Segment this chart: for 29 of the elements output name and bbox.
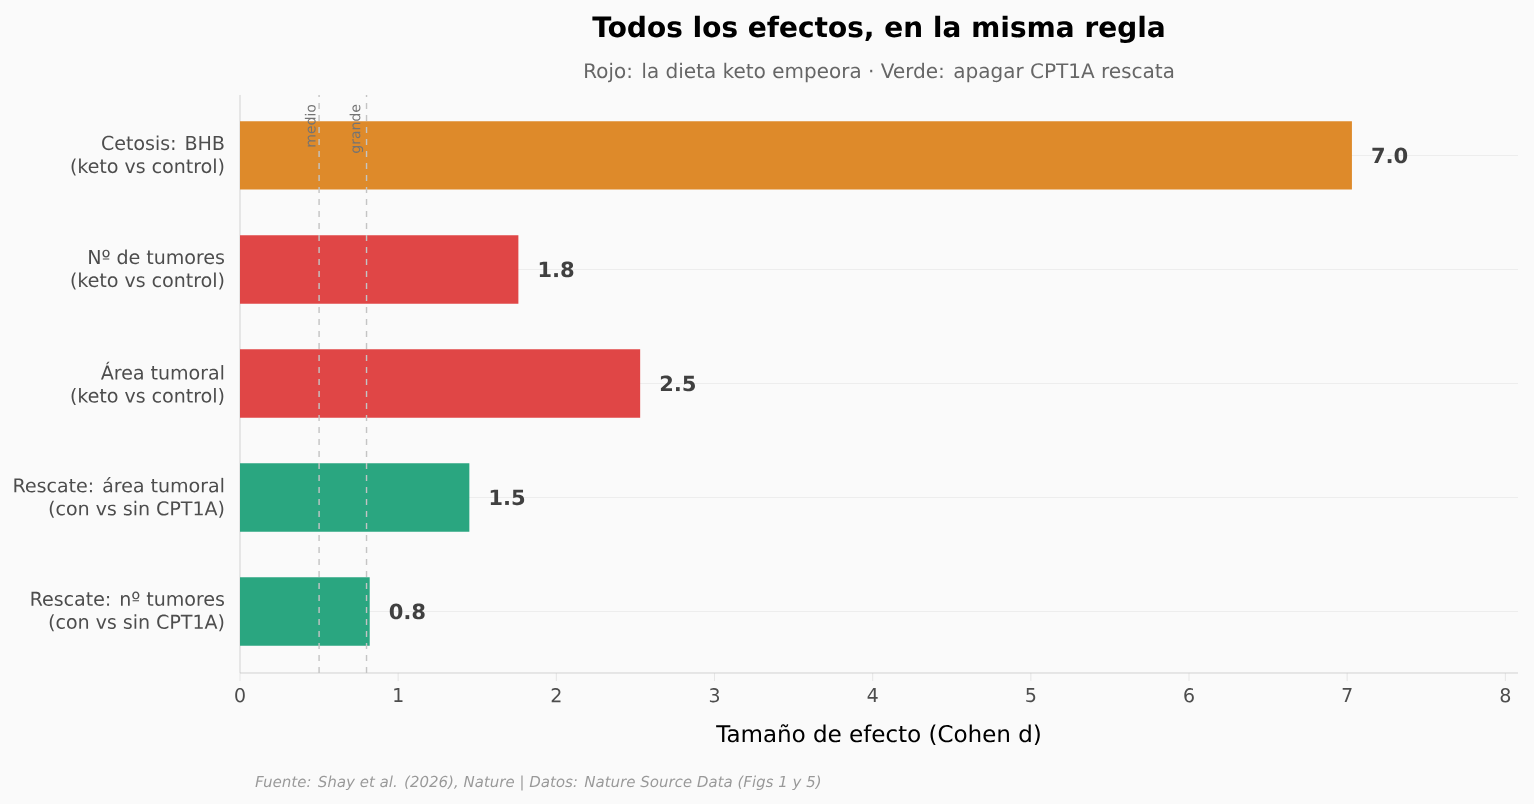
bar <box>240 463 470 532</box>
x-axis-title: Tamaño de efecto (Cohen d) <box>716 724 1040 746</box>
chart-subtitle: Rojo: la dieta keto empeora · Verde: apagar CPT1A rescata <box>585 62 1174 83</box>
y-tick-label: Rescate: nº tumores (con vs sin CPT1A) <box>31 591 225 632</box>
data-label: 0.8 <box>389 603 425 620</box>
data-label: 1.5 <box>490 489 525 506</box>
y-tick-label: Área tumoral (keto vs control) <box>71 361 224 405</box>
x-tick-label: 6 <box>1184 688 1194 703</box>
data-label: 7.0 <box>1372 147 1408 164</box>
x-tick-label: 0 <box>235 688 245 703</box>
ref-line-label: grande <box>349 104 364 153</box>
x-tick-label: 1 <box>394 688 403 702</box>
source-note: Fuente: Shay et al. (2026), Nature | Datos: Nature Source Data (Figs 1 y 5) <box>255 775 821 791</box>
x-tick-label: 8 <box>1500 688 1511 703</box>
bar <box>240 235 519 304</box>
data-label: 2.5 <box>660 375 695 392</box>
x-tick-label: 2 <box>551 688 561 703</box>
y-tick-label: Rescate: área tumoral (con vs sin CPT1A) <box>14 477 224 518</box>
bar <box>240 349 641 418</box>
x-tick-label: 5 <box>1026 688 1036 703</box>
bar <box>240 577 370 646</box>
chart-title: Todos los efectos, en la misma regla <box>592 15 1164 44</box>
ref-line-label: medio <box>304 104 316 147</box>
data-label: 1.8 <box>539 261 574 278</box>
x-tick-label: 7 <box>1342 688 1352 702</box>
x-tick-label: 4 <box>867 688 878 702</box>
y-tick-label: Cetosis: BHB (keto vs control) <box>71 135 224 176</box>
x-tick-label: 3 <box>709 688 720 703</box>
y-tick-label: Nº de tumores (keto vs control) <box>71 249 225 290</box>
